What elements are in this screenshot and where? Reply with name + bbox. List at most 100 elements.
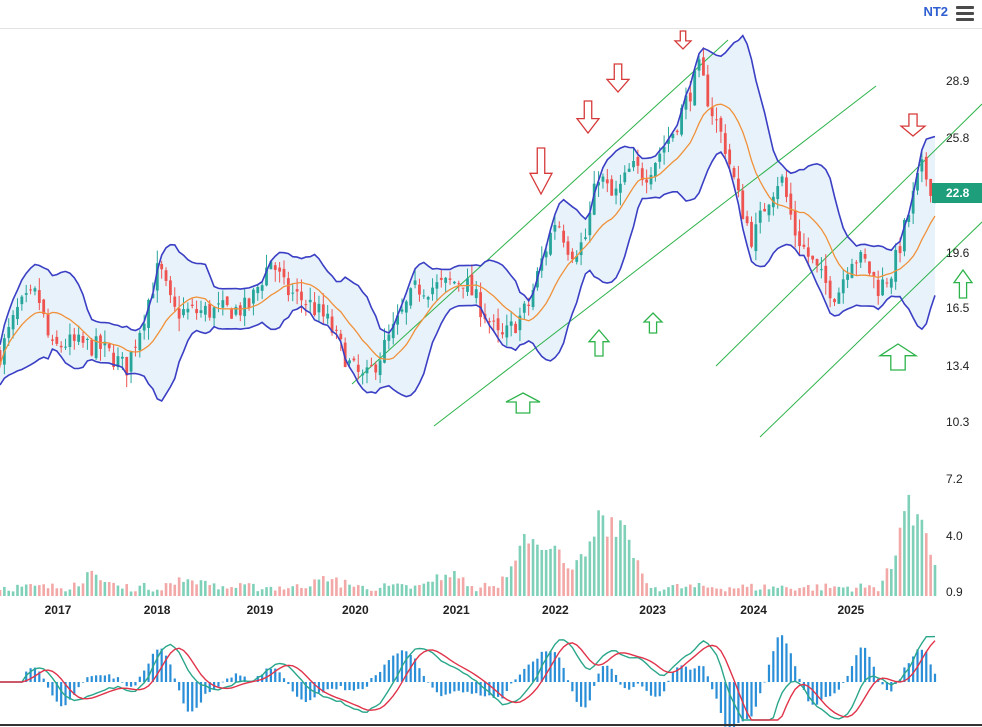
- buy-arrow-icon: [877, 343, 919, 371]
- volume-bar: [169, 583, 172, 596]
- candle: [501, 323, 504, 339]
- macd-histogram-bar: [623, 682, 626, 689]
- volume-bar: [29, 584, 32, 596]
- candle-body: [653, 163, 657, 177]
- volume-bar: [195, 584, 198, 596]
- macd-histogram-bar: [466, 682, 469, 692]
- volume-bar: [924, 533, 928, 596]
- volume-bar: [531, 539, 535, 596]
- candle: [85, 337, 89, 350]
- macd-histogram-bar: [746, 682, 749, 719]
- macd-histogram-bar: [912, 656, 915, 682]
- volume-bar: [387, 585, 391, 596]
- macd-histogram-bar: [199, 682, 203, 703]
- candle-body: [147, 299, 150, 328]
- macd-histogram-bar: [518, 674, 522, 682]
- candle: [723, 124, 727, 160]
- candle: [640, 162, 644, 186]
- volume-bar: [715, 588, 718, 596]
- candle-body: [566, 241, 570, 255]
- volume-bar: [597, 510, 600, 596]
- candle: [885, 277, 889, 288]
- macd-histogram-bar: [767, 664, 771, 682]
- candle: [881, 267, 884, 297]
- candle: [243, 289, 247, 327]
- volume-bar: [536, 544, 539, 596]
- volume-bar: [225, 588, 229, 596]
- macd-histogram-bar: [553, 652, 556, 682]
- sell-arrow-icon: [899, 113, 927, 137]
- macd-histogram-bar: [763, 681, 766, 683]
- macd-histogram-bar: [287, 682, 290, 685]
- volume-bar: [527, 543, 530, 596]
- candle: [854, 260, 858, 276]
- macd-histogram-bar: [60, 682, 63, 707]
- volume-bar: [514, 560, 517, 596]
- candle-body: [177, 308, 181, 319]
- macd-histogram-bar: [658, 682, 661, 697]
- candle-body: [531, 289, 535, 308]
- candle-body: [680, 107, 683, 135]
- volume-bar: [793, 590, 797, 596]
- volume-bar: [645, 583, 648, 596]
- volume-bar: [365, 589, 369, 596]
- volume-bar: [496, 587, 500, 596]
- macd-histogram-bar: [654, 682, 657, 697]
- macd-histogram-bar: [457, 682, 460, 691]
- candle: [684, 87, 688, 120]
- volume-bar: [230, 587, 233, 596]
- macd-histogram-bar: [383, 664, 386, 682]
- volume-bar: [291, 586, 295, 596]
- volume-bar: [750, 583, 753, 596]
- macd-histogram-bar: [134, 682, 137, 686]
- candle-body: [846, 274, 850, 280]
- candle-body: [252, 289, 255, 304]
- macd-histogram-bar: [81, 682, 85, 683]
- candle: [317, 295, 321, 322]
- macd-histogram-bar: [881, 682, 884, 685]
- candle-body: [562, 230, 566, 243]
- volume-bar: [147, 589, 150, 596]
- candle-body: [190, 304, 194, 306]
- candle-body: [452, 281, 456, 284]
- candle: [697, 55, 701, 78]
- candle: [16, 298, 19, 326]
- volume-bar: [579, 554, 583, 596]
- volume-bar: [129, 591, 133, 596]
- candle: [81, 331, 85, 348]
- candle: [112, 344, 115, 370]
- volume-bar: [439, 580, 443, 596]
- candle: [715, 107, 718, 133]
- volume-bar: [164, 583, 168, 596]
- macd-line: [0, 635, 936, 721]
- volume-bar: [64, 591, 67, 596]
- volume-bar: [466, 586, 469, 596]
- candle-body: [164, 270, 168, 281]
- volume-bar: [46, 588, 50, 596]
- candle: [33, 286, 37, 296]
- price-tick-label: 7.2: [946, 472, 963, 486]
- candle: [557, 221, 561, 229]
- candle-body: [828, 280, 832, 299]
- macd-histogram-bar: [29, 668, 32, 682]
- macd-histogram-bar: [667, 680, 670, 682]
- candle-body: [273, 265, 277, 270]
- candle-body: [824, 265, 828, 283]
- macd-histogram-bar: [374, 675, 377, 682]
- candle: [252, 287, 255, 316]
- volume-bar: [190, 580, 194, 596]
- volume-bar: [142, 582, 146, 596]
- candle-body: [33, 288, 37, 292]
- volume-bar: [505, 577, 509, 596]
- candle-body: [640, 168, 644, 181]
- hamburger-menu-icon[interactable]: [954, 3, 976, 25]
- volume-bar: [680, 588, 683, 596]
- macd-histogram-bar: [479, 682, 482, 696]
- macd-histogram-bar: [606, 665, 609, 682]
- candle-body: [160, 263, 164, 270]
- volume-bar: [872, 587, 876, 596]
- volume-bar: [815, 584, 819, 596]
- candle: [553, 213, 557, 240]
- volume-bar: [745, 586, 749, 596]
